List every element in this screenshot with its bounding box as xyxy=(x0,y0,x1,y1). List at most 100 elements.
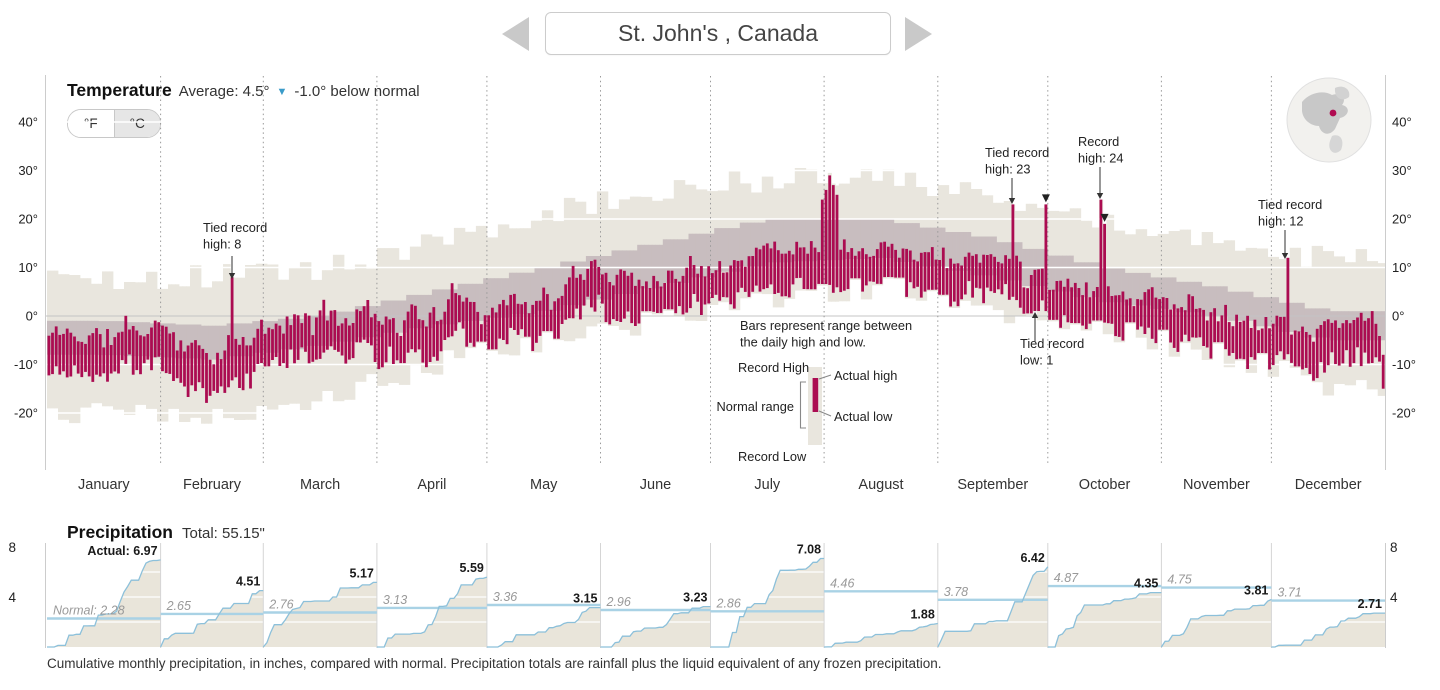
svg-text:30°: 30° xyxy=(1392,163,1412,178)
record-annotation: Record high: 24 xyxy=(1078,134,1124,199)
record-annotation: Tied record high: 12 xyxy=(1258,197,1322,259)
anomaly-label: -1.0° below normal xyxy=(294,83,420,100)
average-temperature-label: Average: 4.5° xyxy=(178,83,270,100)
month-label: June xyxy=(640,477,671,493)
svg-text:Record Low: Record Low xyxy=(738,449,807,464)
actual-precip-label: 3.15 xyxy=(573,592,597,606)
normal-precip-label: 3.78 xyxy=(944,585,968,599)
actual-precip-label: 3.23 xyxy=(683,591,707,605)
chart-legend: Bars represent range between the daily hi… xyxy=(716,318,912,464)
normal-precip-label: Normal: 2.28 xyxy=(53,604,125,618)
month-label: November xyxy=(1183,477,1250,493)
normal-precip-label: 4.75 xyxy=(1167,573,1191,587)
arrow-right-icon xyxy=(905,17,932,51)
normal-precip-label: 3.13 xyxy=(383,593,407,607)
unit-celsius-button[interactable]: °C xyxy=(114,110,160,137)
actual-precip-label: 6.42 xyxy=(1020,551,1044,565)
svg-text:0°: 0° xyxy=(26,309,38,324)
svg-text:8: 8 xyxy=(1390,540,1398,555)
record-annotation: Tied record low: 1 xyxy=(1020,312,1084,368)
legend-actual-bar xyxy=(812,378,819,412)
svg-text:Bars represent range between: Bars represent range between xyxy=(740,318,912,333)
below-normal-arrow-icon: ▼ xyxy=(276,86,288,98)
precipitation-total-label: Total: 55.15" xyxy=(182,525,265,542)
month-label: April xyxy=(417,477,446,493)
actual-precip-label: 3.81 xyxy=(1244,583,1268,597)
actual-precip-label: 4.35 xyxy=(1134,577,1158,591)
precipitation-chart[interactable]: Normal: 2.28 Actual: 6.97 2.65 4.51 2.76 5.17… xyxy=(0,540,1440,654)
svg-text:10°: 10° xyxy=(1392,260,1412,275)
month-label: January xyxy=(78,477,130,493)
normal-precip-label: 2.86 xyxy=(716,596,741,610)
city-name: St. John's , Canada xyxy=(617,20,818,46)
svg-text:-10°: -10° xyxy=(14,357,38,372)
globe-locator-icon xyxy=(1286,77,1372,163)
svg-text:40°: 40° xyxy=(18,115,38,130)
record-annotation: Tied record high: 23 xyxy=(985,145,1049,204)
svg-text:30°: 30° xyxy=(18,163,38,178)
svg-text:Actual low: Actual low xyxy=(834,409,893,424)
month-label: September xyxy=(957,477,1028,493)
actual-precip-label: 5.17 xyxy=(350,566,374,580)
normal-precip-label: 2.76 xyxy=(268,598,293,612)
svg-text:the daily high and low.: the daily high and low. xyxy=(740,335,866,350)
actual-precip-label: 5.59 xyxy=(460,561,484,575)
svg-text:Actual high: Actual high xyxy=(834,368,897,383)
actual-precip-label: 7.08 xyxy=(797,543,821,557)
normal-precip-label: 3.36 xyxy=(493,590,517,604)
daily-temperature-bars[interactable] xyxy=(47,175,1385,403)
svg-text:4: 4 xyxy=(8,590,16,605)
svg-text:Normal range: Normal range xyxy=(716,399,794,414)
svg-text:Tied record: Tied record xyxy=(1020,336,1084,351)
svg-text:-10°: -10° xyxy=(1392,357,1416,372)
next-city-button[interactable] xyxy=(902,14,936,54)
precip-cumulative-curves[interactable] xyxy=(47,557,1385,648)
actual-precip-label: 4.51 xyxy=(236,575,260,589)
normal-precip-label: 2.96 xyxy=(606,595,631,609)
svg-text:-20°: -20° xyxy=(1392,406,1416,421)
month-label: July xyxy=(754,477,781,493)
svg-text:high: 12: high: 12 xyxy=(1258,214,1304,229)
actual-precip-label: 1.88 xyxy=(910,608,934,622)
unit-toggle: °F °C xyxy=(67,109,161,138)
svg-text:Record High: Record High xyxy=(738,360,809,375)
city-selector[interactable]: St. John's , Canada xyxy=(545,12,891,55)
svg-text:low: 1: low: 1 xyxy=(1020,353,1053,368)
svg-text:4: 4 xyxy=(1390,590,1398,605)
svg-text:Tied record: Tied record xyxy=(1258,197,1322,212)
month-label: October xyxy=(1079,477,1131,493)
previous-city-button[interactable] xyxy=(498,14,532,54)
normal-precip-label: 2.65 xyxy=(166,599,191,613)
city-navigation: St. John's , Canada xyxy=(0,0,1440,62)
month-labels: January February March April May June July Augu… xyxy=(78,477,1362,493)
precipitation-title: Precipitation xyxy=(67,522,173,542)
precipitation-header: Precipitation Total: 55.15" xyxy=(67,522,265,543)
greenland-landmass xyxy=(1334,86,1350,100)
unit-fahrenheit-button[interactable]: °F xyxy=(68,110,115,137)
svg-text:0°: 0° xyxy=(1392,309,1404,324)
temperature-chart[interactable]: 40° 40° 30° 30° 20° 20° 10° 10° 0° 0° -10° -10° -20°… xyxy=(0,70,1440,498)
svg-text:Tied record: Tied record xyxy=(203,220,267,235)
precip-normal-lines xyxy=(47,584,1385,620)
record-annotation: Tied record high: 8 xyxy=(203,220,267,279)
actual-precip-label: Actual: 6.97 xyxy=(87,544,157,558)
normal-precip-label: 4.46 xyxy=(830,576,854,590)
month-label: May xyxy=(530,477,558,493)
svg-text:high: 23: high: 23 xyxy=(985,162,1031,177)
temperature-title: Temperature xyxy=(67,80,172,100)
month-label: December xyxy=(1295,477,1362,493)
arrow-left-icon xyxy=(502,17,529,51)
svg-text:high: 24: high: 24 xyxy=(1078,151,1124,166)
tied-record-marker xyxy=(1041,194,1050,203)
normal-precip-label: 3.71 xyxy=(1277,586,1301,600)
month-label: February xyxy=(183,477,242,493)
svg-text:10°: 10° xyxy=(18,260,38,275)
svg-text:Record: Record xyxy=(1078,134,1119,149)
city-location-dot xyxy=(1329,109,1337,117)
temperature-axis-ticks: 40° 40° 30° 30° 20° 20° 10° 10° 0° 0° -10° -10° -20°… xyxy=(14,115,1416,421)
svg-text:8: 8 xyxy=(8,540,16,555)
month-label: March xyxy=(300,477,340,493)
actual-precip-label: 2.71 xyxy=(1358,597,1382,611)
south-america-landmass xyxy=(1329,135,1343,153)
